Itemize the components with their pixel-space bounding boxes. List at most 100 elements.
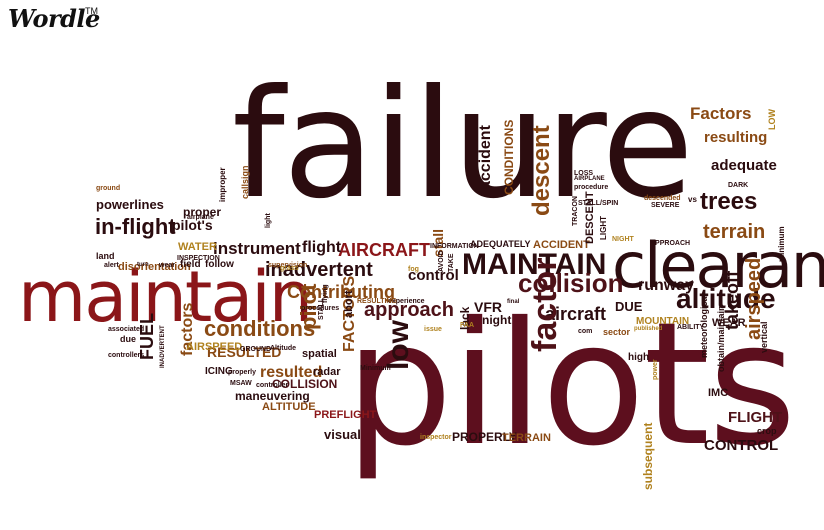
cloud-word: crop	[757, 426, 777, 436]
cloud-word: APPROACH	[650, 240, 691, 247]
cloud-word: COLLISION	[272, 377, 338, 391]
cloud-word: RESULTING	[357, 298, 397, 305]
cloud-word: radar	[313, 366, 341, 378]
cloud-word: fog	[408, 266, 419, 273]
cloud-word: experience	[388, 298, 425, 305]
cloud-word: TAKE	[448, 253, 455, 272]
cloud-word: accident	[477, 125, 494, 190]
cloud-word: Minimum	[360, 365, 391, 372]
cloud-word: TERRAIN	[502, 432, 551, 444]
cloud-word: ICING	[205, 366, 233, 377]
cloud-word: ACCIDENT	[533, 239, 590, 251]
cloud-word: controller	[256, 382, 289, 389]
cloud-word: AIRPLANE	[574, 176, 605, 182]
cloud-word: vs	[688, 195, 697, 204]
cloud-word: turn	[137, 262, 149, 268]
cloud-word: Altitude	[270, 345, 297, 352]
cloud-word: land	[96, 251, 115, 261]
cloud-word: vertical	[759, 321, 769, 353]
cloud-word: spatial	[302, 348, 337, 360]
cloud-word: pilots	[345, 286, 797, 484]
cloud-word: flying	[322, 284, 329, 303]
cloud-word: obtain/maintain	[716, 305, 726, 372]
cloud-word: inspector	[420, 434, 452, 441]
cloud-word: AIRCRAFT	[338, 240, 430, 260]
cloud-word: improper	[218, 167, 227, 202]
cloud-word: DARK	[728, 182, 749, 189]
cloud-word: control	[408, 267, 459, 284]
cloud-word: high	[628, 352, 650, 363]
cloud-word: procedure	[574, 184, 609, 191]
wordle-logo: Wordle	[8, 4, 100, 33]
cloud-word: inadvertent	[265, 259, 373, 281]
cloud-word: resulted	[260, 364, 323, 381]
cloud-word: visual	[324, 427, 361, 442]
cloud-word: conditions	[204, 316, 316, 341]
cloud-word: LIGHT	[599, 216, 608, 240]
cloud-word: MOUNTAIN	[636, 316, 690, 327]
cloud-word: Contributing	[287, 282, 395, 302]
cloud-word: power	[652, 359, 659, 380]
cloud-word: AVOID	[438, 250, 445, 272]
cloud-word: final	[507, 299, 520, 305]
cloud-word: maneuvering	[235, 389, 310, 403]
cloud-word: properly	[228, 369, 257, 376]
cloud-word: aircraft	[545, 304, 607, 324]
cloud-word: Factors	[690, 104, 752, 123]
cloud-word: low	[382, 320, 415, 370]
cloud-word: runway	[638, 277, 695, 294]
cloud-word: wear	[159, 262, 175, 269]
cloud-word: IMC	[708, 387, 729, 399]
cloud-word: factor	[526, 257, 564, 352]
cloud-word: CONTROL	[704, 437, 779, 454]
cloud-word: com	[578, 328, 593, 335]
cloud-word: published	[634, 326, 663, 332]
cloud-word: flight	[302, 239, 342, 256]
cloud-word: terrain	[703, 221, 766, 243]
cloud-word: associated	[108, 326, 145, 333]
cloud-word: approach	[364, 299, 455, 321]
cloud-word: controllers	[108, 352, 145, 359]
cloud-word: WEAR	[712, 317, 746, 329]
cloud-word: follow	[205, 259, 234, 270]
cloud-word: LOW	[767, 109, 777, 130]
cloud-word: SEVERE	[651, 202, 680, 209]
cloud-word: instrument	[213, 239, 301, 258]
cloud-word: collision	[518, 268, 624, 298]
cloud-word: field	[180, 259, 201, 270]
cloud-word: ground	[96, 185, 121, 192]
cloud-word: resulting	[704, 129, 768, 146]
cloud-word: night	[482, 313, 512, 327]
cloud-word: altitude	[676, 283, 776, 314]
cloud-word: minimum	[777, 226, 786, 262]
cloud-word: issue	[424, 326, 442, 333]
cloud-word: due	[120, 334, 137, 344]
cloud-word: PROPERLY	[452, 430, 517, 444]
cloud-word: INSPECTION	[177, 255, 220, 262]
cloud-word: alert	[104, 262, 119, 269]
cloud-word: disorientation	[118, 261, 191, 273]
cloud-word: INFORMATION	[430, 243, 479, 250]
cloud-word: ABILITY	[677, 324, 705, 331]
cloud-word: failure	[232, 58, 694, 232]
cloud-word: VFR	[474, 299, 502, 315]
cloud-word: subsequent	[641, 422, 655, 490]
cloud-word: light	[265, 213, 272, 228]
cloud-word: TRACON	[572, 196, 579, 226]
cloud-word: MSAW	[230, 380, 252, 387]
cloud-word: callsign	[240, 165, 250, 199]
cloud-word: WATER	[178, 241, 217, 253]
cloud-word: LOSS	[574, 170, 594, 177]
cloud-word: AIRSPEED	[186, 341, 243, 353]
cloud-word: NIGHT	[612, 236, 634, 243]
cloud-word: grass	[280, 265, 299, 272]
cloud-word: procedures	[301, 305, 340, 312]
cloud-word: MAINTAIN	[462, 248, 607, 281]
cloud-word: FAA	[460, 322, 474, 329]
cloud-word: sector	[603, 327, 631, 337]
cloud-word: maintain	[18, 256, 313, 338]
cloud-word: DUE	[615, 299, 643, 314]
cloud-word: abort	[343, 290, 355, 319]
